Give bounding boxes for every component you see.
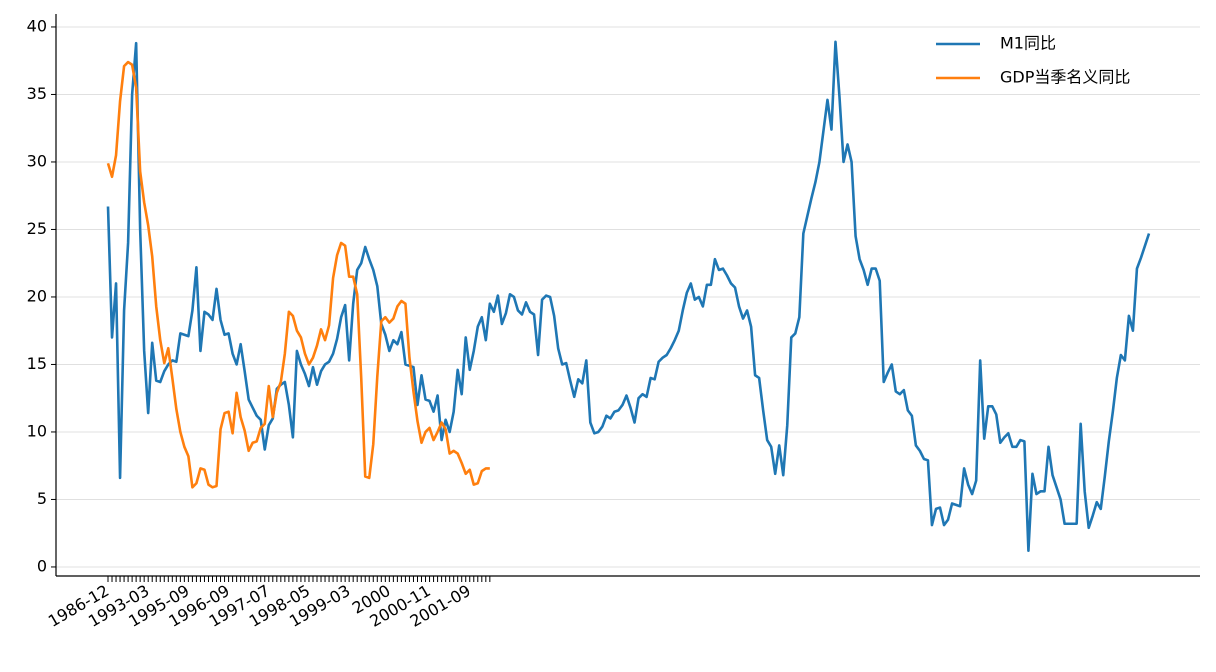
plot-area xyxy=(106,40,1151,553)
y-tick-label: 30 xyxy=(27,151,47,170)
y-tick-label: 10 xyxy=(27,421,47,440)
legend-label: M1同比 xyxy=(1000,34,1056,53)
y-tick-label: 20 xyxy=(27,286,47,305)
line-series xyxy=(106,40,1151,553)
line-series xyxy=(106,60,490,489)
y-tick-label: 40 xyxy=(27,16,47,35)
grid xyxy=(56,26,1200,568)
y-tick-label: 0 xyxy=(37,556,47,575)
legend-label: GDP当季名义同比 xyxy=(1000,68,1130,87)
legend: M1同比 GDP当季名义同比 xyxy=(936,34,1130,87)
y-tick-label: 25 xyxy=(27,219,47,238)
y-tick-label: 35 xyxy=(27,84,47,103)
y-tick-label: 5 xyxy=(37,489,47,508)
y-tick-label: 15 xyxy=(27,354,47,373)
